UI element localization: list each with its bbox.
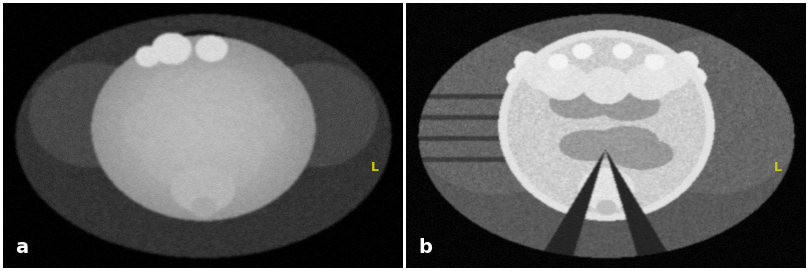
Text: a: a [15, 238, 28, 257]
Text: L: L [371, 161, 379, 174]
Text: b: b [418, 238, 432, 257]
Text: L: L [774, 161, 782, 174]
